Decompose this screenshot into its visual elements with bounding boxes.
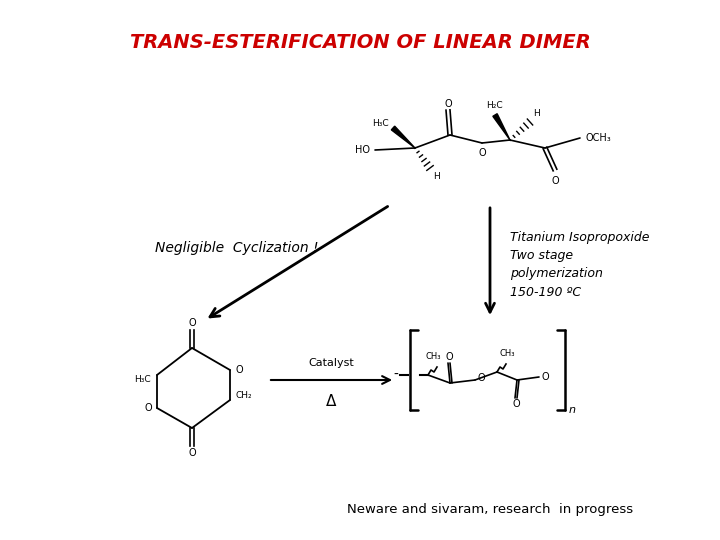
Text: O: O bbox=[541, 372, 549, 382]
Text: O: O bbox=[477, 373, 485, 383]
Text: Titanium Isopropoxide
Two stage
polymerization
150-190 ºC: Titanium Isopropoxide Two stage polymeri… bbox=[510, 232, 649, 299]
Text: O: O bbox=[512, 399, 520, 409]
Text: O: O bbox=[145, 403, 152, 413]
Text: O: O bbox=[444, 99, 452, 109]
Polygon shape bbox=[493, 114, 510, 140]
Text: OCH₃: OCH₃ bbox=[585, 133, 611, 143]
Text: O: O bbox=[188, 448, 196, 458]
Text: O: O bbox=[188, 318, 196, 328]
Text: Catalyst: Catalyst bbox=[309, 358, 354, 368]
Text: n: n bbox=[569, 405, 576, 415]
Polygon shape bbox=[391, 126, 415, 148]
Text: CH₂: CH₂ bbox=[236, 390, 253, 400]
Text: CH₃: CH₃ bbox=[499, 349, 515, 358]
Text: TRANS-ESTERIFICATION OF LINEAR DIMER: TRANS-ESTERIFICATION OF LINEAR DIMER bbox=[130, 32, 590, 51]
Text: H₃C: H₃C bbox=[372, 119, 389, 129]
Text: O: O bbox=[552, 176, 559, 186]
Text: O: O bbox=[445, 352, 453, 362]
Text: H: H bbox=[433, 172, 440, 181]
Text: Δ: Δ bbox=[326, 394, 337, 409]
Text: Negligible  Cyclization !: Negligible Cyclization ! bbox=[155, 241, 319, 255]
Text: H: H bbox=[533, 109, 540, 118]
Text: CH₃: CH₃ bbox=[426, 352, 441, 361]
Text: Neware and sivaram, research  in progress: Neware and sivaram, research in progress bbox=[347, 503, 633, 516]
Text: HO: HO bbox=[355, 145, 370, 155]
Text: H₂C: H₂C bbox=[486, 101, 503, 110]
Text: H₃C: H₃C bbox=[135, 375, 151, 384]
Text: O: O bbox=[235, 365, 243, 375]
Text: O: O bbox=[478, 148, 486, 158]
Text: -: - bbox=[393, 368, 398, 382]
